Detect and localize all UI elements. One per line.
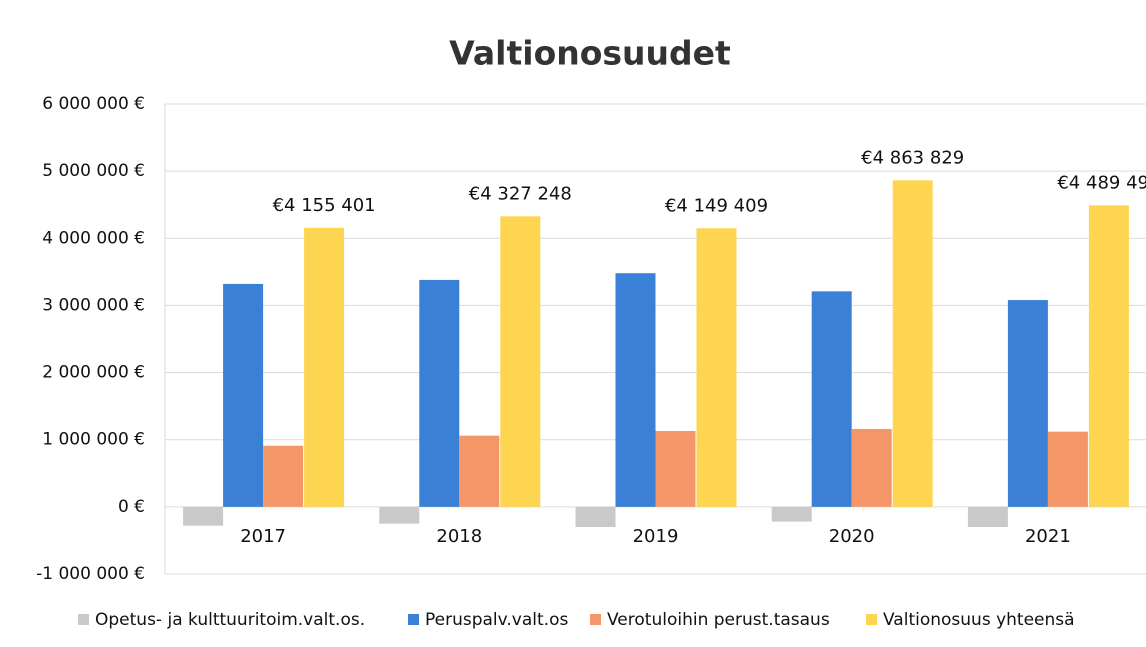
legend-swatch	[408, 614, 419, 625]
x-tick-label: 2017	[240, 526, 286, 547]
y-tick-label: 0 €	[118, 497, 145, 517]
bar	[223, 283, 264, 507]
chart-title: Valtionosuudet	[449, 34, 731, 73]
bar	[851, 428, 892, 507]
legend-swatch	[590, 614, 601, 625]
legend-label: Verotuloihin perust.tasaus	[607, 610, 830, 630]
x-tick-label: 2019	[633, 526, 679, 547]
legend-label: Peruspalv.valt.os	[425, 610, 568, 630]
bar	[655, 430, 696, 507]
x-tick-label: 2020	[829, 526, 875, 547]
bar	[1088, 205, 1129, 507]
bar	[263, 445, 304, 507]
bar	[575, 506, 616, 527]
bar	[696, 228, 737, 507]
x-tick-label: 2021	[1025, 526, 1071, 547]
data-label: €4 489 494	[1057, 172, 1146, 193]
bar	[967, 506, 1008, 527]
data-label: €4 155 401	[273, 195, 376, 216]
y-tick-label: 1 000 000 €	[42, 430, 145, 450]
y-tick-label: 5 000 000 €	[42, 161, 145, 181]
bar	[811, 291, 852, 507]
bar	[419, 279, 460, 507]
bar	[615, 273, 656, 507]
bar	[183, 506, 224, 526]
bar	[1007, 300, 1048, 507]
x-tick-label: 2018	[436, 526, 482, 547]
y-tick-label: -1 000 000 €	[36, 564, 145, 584]
bar	[892, 180, 933, 507]
bar	[771, 506, 812, 522]
y-tick-label: 2 000 000 €	[42, 363, 145, 383]
data-label: €4 149 409	[665, 195, 768, 216]
data-label: €4 327 248	[469, 183, 572, 204]
legend-swatch	[78, 614, 89, 625]
y-tick-label: 3 000 000 €	[42, 295, 145, 315]
bar	[459, 435, 500, 507]
y-tick-label: 6 000 000 €	[42, 94, 145, 114]
bar	[1047, 431, 1088, 507]
bar	[500, 216, 541, 507]
bar	[379, 506, 420, 524]
bar	[304, 227, 345, 507]
legend-label: Opetus- ja kulttuuritoim.valt.os.	[95, 610, 365, 630]
data-label: €4 863 829	[861, 147, 964, 168]
y-tick-label: 4 000 000 €	[42, 228, 145, 248]
legend-label: Valtionosuus yhteensä	[883, 610, 1075, 630]
legend-swatch	[866, 614, 877, 625]
